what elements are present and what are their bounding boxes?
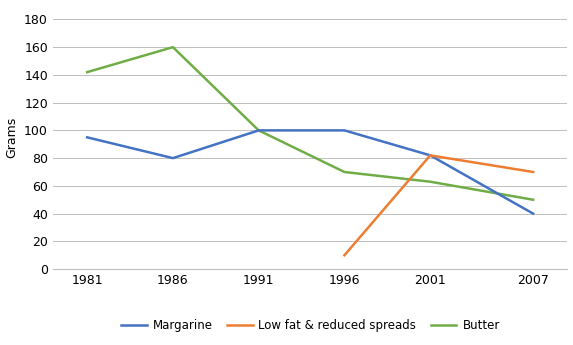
Line: Margarine: Margarine [87,130,533,214]
Margarine [529,211,536,216]
Butter [341,170,348,174]
Margarine [84,135,91,139]
Margarine [341,128,348,132]
Margarine [427,153,434,157]
Low fat & reduced spreads [529,170,536,174]
Y-axis label: Grams: Grams [6,117,18,158]
Butter [427,180,434,184]
Low fat & reduced spreads [427,153,434,157]
Line: Butter: Butter [87,47,533,200]
Low fat & reduced spreads [341,253,348,257]
Butter [255,128,262,132]
Butter [529,198,536,202]
Legend: Margarine, Low fat & reduced spreads, Butter: Margarine, Low fat & reduced spreads, Bu… [116,315,504,337]
Margarine [170,156,176,160]
Butter [84,70,91,74]
Butter [170,45,176,49]
Margarine [255,128,262,132]
Line: Low fat & reduced spreads: Low fat & reduced spreads [344,155,533,255]
